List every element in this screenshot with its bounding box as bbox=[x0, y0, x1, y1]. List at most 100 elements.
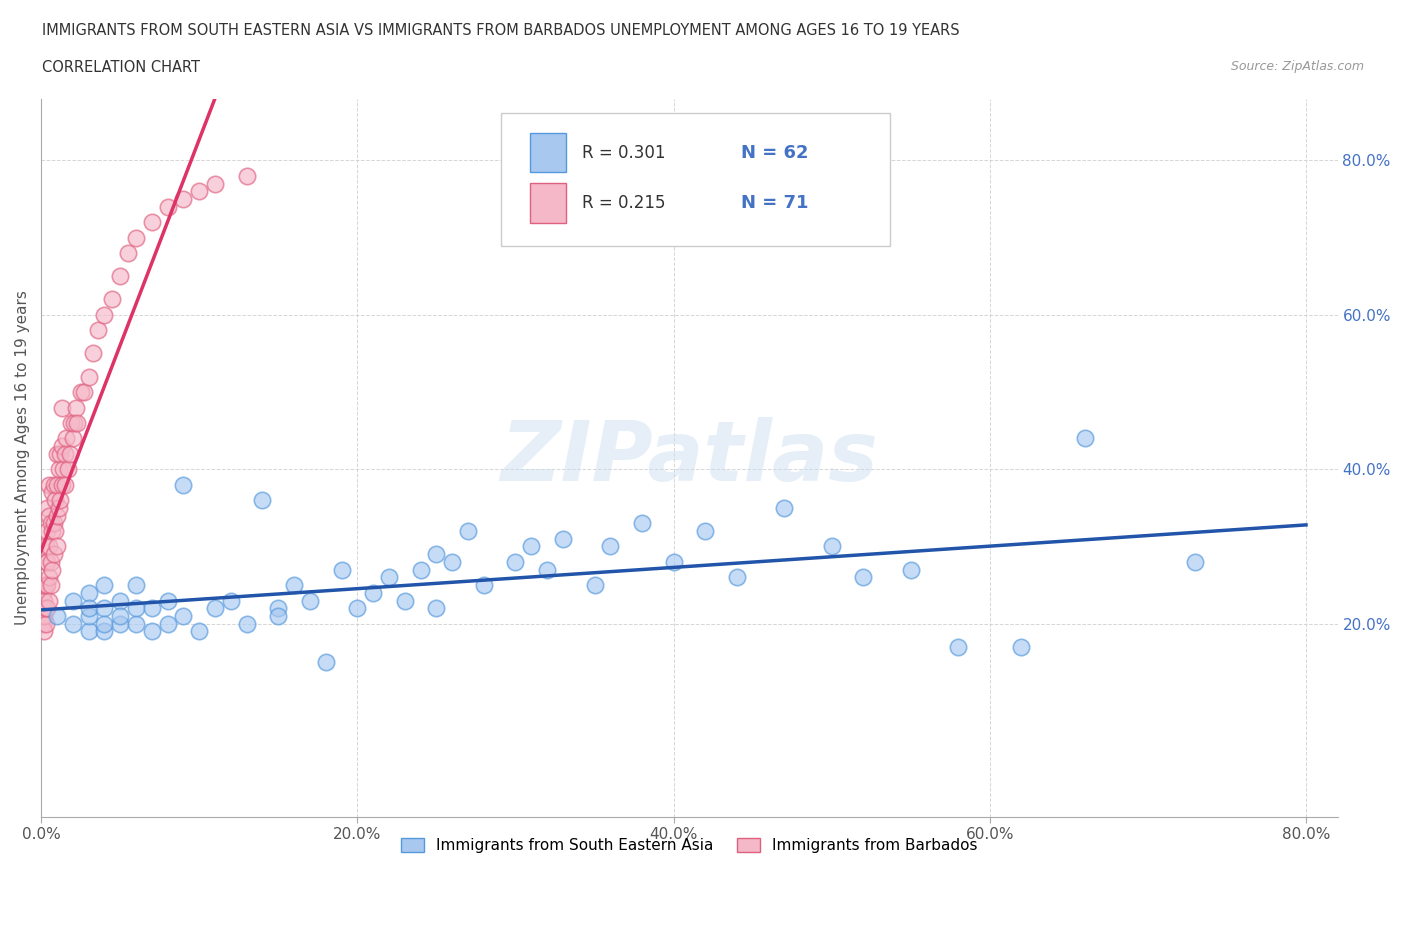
Point bbox=[156, 199, 179, 214]
FancyBboxPatch shape bbox=[530, 183, 567, 222]
Point bbox=[101, 292, 124, 307]
Point bbox=[315, 655, 337, 670]
Point bbox=[695, 524, 717, 538]
Text: CORRELATION CHART: CORRELATION CHART bbox=[42, 60, 200, 75]
Y-axis label: Unemployment Among Ages 16 to 19 years: Unemployment Among Ages 16 to 19 years bbox=[15, 290, 30, 625]
Point bbox=[42, 516, 65, 531]
FancyBboxPatch shape bbox=[530, 133, 567, 172]
Point bbox=[38, 593, 60, 608]
Point bbox=[32, 608, 55, 623]
Point bbox=[425, 547, 447, 562]
Point bbox=[1073, 431, 1095, 445]
Point bbox=[773, 500, 796, 515]
Point bbox=[45, 508, 67, 523]
Point bbox=[93, 617, 115, 631]
Point bbox=[32, 578, 55, 592]
Point bbox=[441, 554, 464, 569]
Point bbox=[35, 554, 58, 569]
Point bbox=[141, 215, 163, 230]
Point bbox=[58, 446, 80, 461]
Point bbox=[93, 308, 115, 323]
Text: R = 0.215: R = 0.215 bbox=[582, 193, 665, 212]
Point bbox=[35, 539, 58, 554]
Point bbox=[125, 601, 148, 616]
Point bbox=[45, 608, 67, 623]
Point bbox=[93, 578, 115, 592]
Point bbox=[108, 593, 131, 608]
Point bbox=[41, 524, 63, 538]
Point bbox=[235, 617, 257, 631]
Point bbox=[551, 531, 574, 546]
Point bbox=[32, 593, 55, 608]
Point bbox=[536, 563, 558, 578]
Point bbox=[378, 570, 401, 585]
Point bbox=[283, 578, 305, 592]
Point bbox=[204, 176, 226, 191]
Point bbox=[267, 608, 290, 623]
Point bbox=[44, 493, 66, 508]
Point bbox=[39, 578, 62, 592]
Point bbox=[31, 601, 53, 616]
FancyBboxPatch shape bbox=[502, 113, 890, 246]
Text: IMMIGRANTS FROM SOUTH EASTERN ASIA VS IMMIGRANTS FROM BARBADOS UNEMPLOYMENT AMON: IMMIGRANTS FROM SOUTH EASTERN ASIA VS IM… bbox=[42, 23, 960, 38]
Point bbox=[35, 617, 58, 631]
Point bbox=[252, 493, 274, 508]
Point bbox=[900, 563, 922, 578]
Point bbox=[1184, 554, 1206, 569]
Point bbox=[38, 539, 60, 554]
Point bbox=[172, 477, 194, 492]
Point bbox=[38, 570, 60, 585]
Point bbox=[156, 593, 179, 608]
Point bbox=[44, 524, 66, 538]
Point bbox=[31, 617, 53, 631]
Point bbox=[87, 323, 110, 338]
Point bbox=[77, 585, 100, 600]
Legend: Immigrants from South Eastern Asia, Immigrants from Barbados: Immigrants from South Eastern Asia, Immi… bbox=[395, 832, 984, 859]
Point bbox=[31, 585, 53, 600]
Point bbox=[125, 578, 148, 592]
Point bbox=[37, 524, 59, 538]
Text: R = 0.301: R = 0.301 bbox=[582, 143, 665, 162]
Point bbox=[77, 608, 100, 623]
Point bbox=[852, 570, 875, 585]
Point bbox=[51, 439, 73, 454]
Point bbox=[38, 477, 60, 492]
Point bbox=[60, 416, 83, 431]
Point bbox=[53, 446, 76, 461]
Point bbox=[93, 624, 115, 639]
Text: N = 62: N = 62 bbox=[741, 143, 808, 162]
Point bbox=[65, 400, 87, 415]
Point bbox=[425, 601, 447, 616]
Point bbox=[77, 601, 100, 616]
Point bbox=[188, 184, 211, 199]
Point bbox=[394, 593, 416, 608]
Point bbox=[631, 516, 654, 531]
Point bbox=[51, 477, 73, 492]
Point bbox=[42, 477, 65, 492]
Point bbox=[45, 477, 67, 492]
Point bbox=[125, 617, 148, 631]
Point bbox=[37, 601, 59, 616]
Point bbox=[505, 554, 527, 569]
Point bbox=[156, 617, 179, 631]
Point bbox=[56, 462, 79, 477]
Text: Source: ZipAtlas.com: Source: ZipAtlas.com bbox=[1230, 60, 1364, 73]
Point bbox=[45, 539, 67, 554]
Point bbox=[141, 624, 163, 639]
Point bbox=[117, 246, 139, 260]
Point bbox=[662, 554, 685, 569]
Point bbox=[946, 640, 969, 655]
Point bbox=[108, 269, 131, 284]
Point bbox=[457, 524, 479, 538]
Point bbox=[48, 462, 70, 477]
Point bbox=[583, 578, 606, 592]
Point bbox=[93, 601, 115, 616]
Text: ZIPatlas: ZIPatlas bbox=[501, 418, 879, 498]
Point bbox=[69, 385, 91, 400]
Point bbox=[125, 231, 148, 246]
Point bbox=[37, 554, 59, 569]
Text: N = 71: N = 71 bbox=[741, 193, 808, 212]
Point bbox=[409, 563, 432, 578]
Point bbox=[51, 400, 73, 415]
Point bbox=[39, 554, 62, 569]
